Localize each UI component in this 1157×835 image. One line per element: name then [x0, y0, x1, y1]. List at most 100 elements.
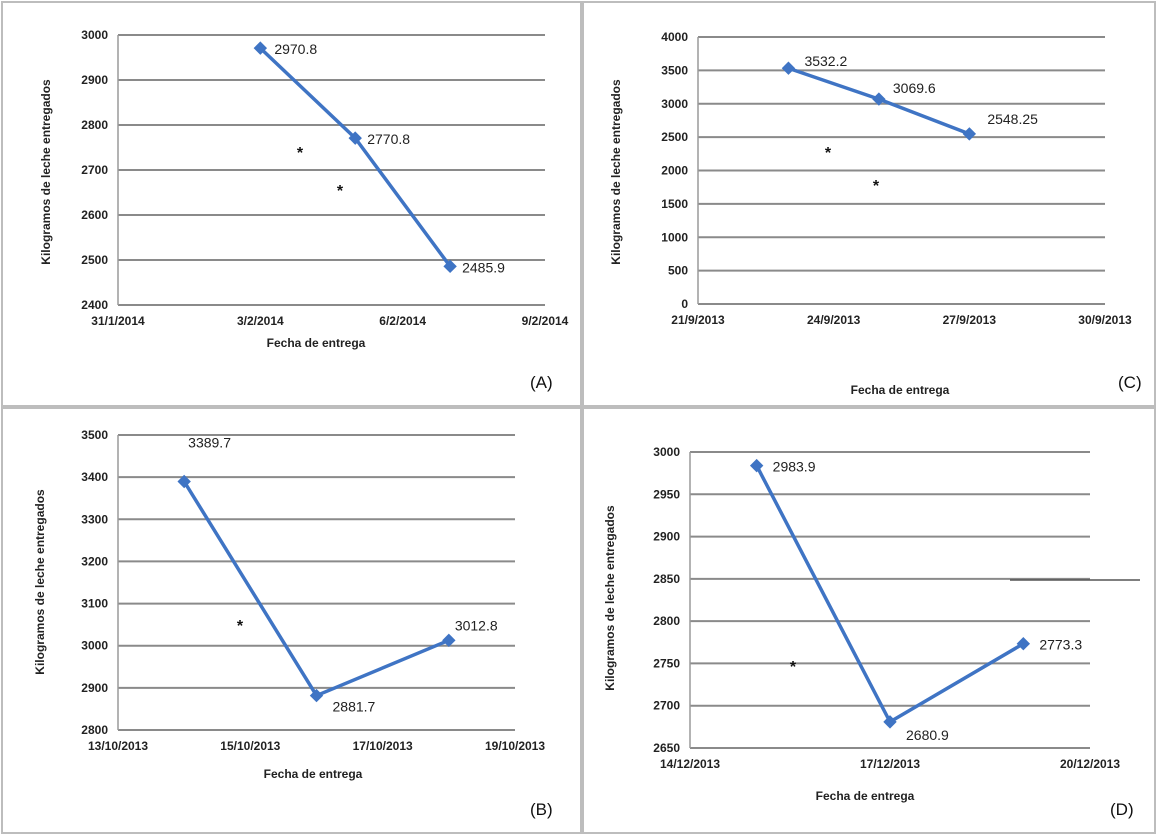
- x-tick-label: 27/9/2013: [943, 313, 997, 327]
- y-tick-label: 500: [668, 264, 688, 278]
- data-point-marker: [348, 131, 362, 145]
- x-axis-title: Fecha de entrega: [267, 336, 366, 350]
- y-tick-label: 2700: [653, 699, 680, 713]
- x-tick-label: 6/2/2014: [379, 314, 426, 328]
- x-tick-label: 21/9/2013: [671, 313, 725, 327]
- data-label: 2881.7: [333, 699, 376, 715]
- y-tick-label: 3400: [81, 470, 108, 484]
- data-label: 2770.8: [367, 131, 410, 147]
- x-tick-label: 13/10/2013: [88, 739, 148, 753]
- data-point-marker: [1016, 637, 1031, 651]
- y-tick-label: 2600: [81, 208, 108, 222]
- y-axis-title: Kilogramos de leche entregados: [603, 505, 617, 691]
- panel-frame: [1, 407, 582, 834]
- x-tick-label: 20/12/2013: [1060, 757, 1120, 771]
- y-tick-label: 4000: [661, 30, 688, 44]
- y-tick-label: 2900: [81, 73, 108, 87]
- y-tick-label: 3100: [81, 597, 108, 611]
- data-label: 3532.2: [804, 53, 847, 69]
- data-label: 3069.6: [893, 80, 936, 96]
- y-tick-label: 3000: [81, 28, 108, 42]
- x-tick-label: 30/9/2013: [1078, 313, 1132, 327]
- y-tick-label: 2800: [81, 723, 108, 737]
- y-tick-label: 3300: [81, 512, 108, 526]
- chart-panel-1: 2400 2500 2600 2700 2800 2900 3000 31/1/2014 3/2…: [1, 1, 582, 407]
- chart-panel-3: 2800 2900 3000 3100 3200 3300 3400 3500 13/10/20…: [1, 407, 582, 834]
- series-line: [182, 479, 451, 698]
- data-point-marker: [872, 92, 886, 106]
- x-axis-title: Fecha de entrega: [816, 789, 915, 803]
- x-tick-label: 24/9/2013: [807, 313, 861, 327]
- significance-asterisk: *: [237, 618, 244, 635]
- y-tick-label: 2850: [653, 572, 680, 586]
- y-tick-label: 3000: [81, 639, 108, 653]
- data-label: 2983.9: [773, 459, 816, 475]
- data-label: 2485.9: [462, 259, 505, 275]
- data-point-marker: [781, 61, 796, 75]
- y-tick-label: 3500: [661, 63, 688, 77]
- y-axis-title: Kilogramos de leche entregados: [33, 489, 47, 675]
- y-tick-label: 2000: [661, 164, 688, 178]
- panel-frame: [582, 1, 1156, 407]
- y-tick-label: 2800: [81, 118, 108, 132]
- data-point-marker: [309, 688, 324, 703]
- y-tick-label: 3500: [81, 428, 108, 442]
- y-tick-label: 3000: [653, 445, 680, 459]
- panel-letter: (A): [530, 373, 553, 392]
- x-tick-label: 3/2/2014: [237, 314, 284, 328]
- y-tick-label: 2750: [653, 656, 680, 670]
- panel-frame: [1, 1, 582, 407]
- data-label: 2773.3: [1039, 637, 1082, 653]
- x-axis-title: Fecha de entrega: [851, 383, 950, 397]
- y-tick-label: 3000: [661, 97, 688, 111]
- data-label: 2680.9: [906, 727, 949, 743]
- y-tick-label: 2650: [653, 741, 680, 755]
- data-point-marker: [749, 458, 764, 473]
- y-tick-label: 2950: [653, 487, 680, 501]
- significance-asterisk: *: [337, 183, 344, 200]
- significance-asterisk: *: [825, 145, 832, 162]
- data-point-marker: [962, 127, 977, 141]
- y-tick-label: 2500: [81, 253, 108, 267]
- y-tick-label: 2500: [661, 130, 688, 144]
- x-tick-label: 17/12/2013: [860, 757, 920, 771]
- data-point-marker: [253, 41, 268, 55]
- y-tick-label: 2800: [653, 614, 680, 628]
- data-point-marker: [177, 474, 191, 489]
- y-tick-label: 3200: [81, 554, 108, 568]
- y-tick-label: 2900: [81, 681, 108, 695]
- x-tick-label: 14/12/2013: [660, 757, 720, 771]
- x-tick-label: 31/1/2014: [91, 314, 145, 328]
- data-label: 2970.8: [274, 41, 317, 57]
- x-tick-label: 17/10/2013: [353, 739, 413, 753]
- y-tick-label: 0: [681, 297, 688, 311]
- x-tick-label: 9/2/2014: [522, 314, 569, 328]
- panel-frame: [582, 407, 1156, 834]
- significance-asterisk: *: [873, 178, 880, 195]
- x-tick-label: 15/10/2013: [220, 739, 280, 753]
- significance-asterisk: *: [790, 659, 797, 676]
- y-tick-label: 2900: [653, 530, 680, 544]
- data-point-marker: [442, 633, 456, 648]
- data-label: 2548.25: [987, 111, 1038, 127]
- y-tick-label: 2400: [81, 298, 108, 312]
- panel-letter: (B): [530, 800, 553, 819]
- series-line: [754, 463, 1026, 724]
- panel-letter: (D): [1110, 800, 1134, 819]
- data-point-marker: [883, 715, 897, 729]
- x-axis-title: Fecha de entrega: [264, 767, 363, 781]
- chart-panel-2: 0 500 1000 1500 2000 2500 3000 3500 4000 21/9/201…: [582, 1, 1156, 407]
- significance-asterisk: *: [297, 145, 304, 162]
- x-tick-label: 19/10/2013: [485, 739, 545, 753]
- y-tick-label: 1000: [661, 230, 688, 244]
- data-label: 3389.7: [188, 434, 231, 450]
- chart-panel-4: 2650 2700 2750 2800 2850 2900 2950 3000 14/12/20…: [582, 407, 1156, 834]
- y-axis-title: Kilogramos de leche entregados: [609, 79, 623, 265]
- y-tick-label: 2700: [81, 163, 108, 177]
- data-label: 3012.8: [455, 617, 498, 633]
- y-tick-label: 1500: [661, 197, 688, 211]
- panel-letter: (C): [1118, 373, 1142, 392]
- data-point-marker: [443, 259, 457, 274]
- y-axis-title: Kilogramos de leche entregados: [39, 79, 53, 265]
